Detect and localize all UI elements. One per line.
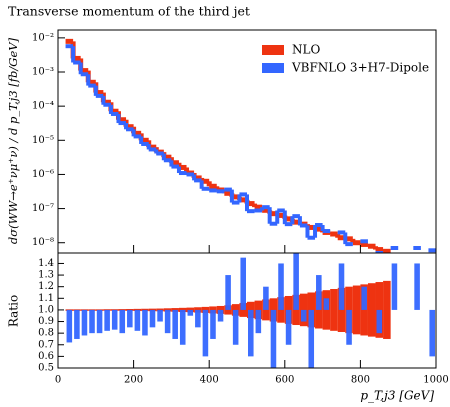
legend-swatch (262, 45, 284, 55)
ratio-bar (134, 309, 141, 331)
x-tick-label: 0 (55, 375, 61, 386)
ratio-bar (376, 309, 383, 334)
main-plot (65, 38, 436, 253)
ratio-bar (179, 309, 186, 345)
y-tick-label: 0.9 (38, 316, 54, 327)
ratio-bar (104, 309, 110, 331)
ratio-bar (142, 309, 148, 336)
ratio-axis-label: Ratio (7, 295, 21, 327)
ratio-bar (127, 309, 133, 328)
legend-label: NLO (292, 43, 320, 57)
ratio-frame (57, 252, 437, 369)
ratio-bar (300, 309, 307, 322)
y-tick-label: 10⁻⁸ (32, 237, 54, 248)
ratio-band (383, 280, 391, 339)
y-tick-label: 1.1 (38, 293, 54, 304)
ratio-bar (217, 309, 224, 322)
y-tick-label: 0.5 (38, 363, 54, 374)
ratio-bar (346, 309, 352, 345)
legend-label: VBFNLO 3+H7-Dipole (291, 61, 429, 75)
y-axis-label: dσ(WW→e⁺νμ⁺ν) / d p_T,j3 [fb/GeV] (6, 37, 20, 244)
y-tick-label: 0.8 (38, 328, 54, 339)
ratio-bar (361, 286, 367, 310)
ratio-bar (225, 275, 231, 310)
ratio-bar (316, 275, 322, 310)
ratio-bar (157, 309, 163, 322)
y-tick-label: 10⁻⁵ (32, 135, 54, 146)
ratio-bar (232, 309, 239, 345)
ratio-bar (74, 309, 80, 339)
ratio-bar (149, 309, 156, 328)
ratio-bar (391, 263, 398, 310)
x-tick-label: 1000 (423, 375, 448, 386)
ratio-bar (81, 309, 88, 336)
ratio-bar (308, 309, 315, 368)
y-tick-label: 10⁻² (32, 32, 54, 43)
ratio-band (367, 283, 376, 337)
y-tick-label: 10⁻⁶ (32, 169, 54, 180)
ratio-bar (293, 253, 299, 310)
ratio-bar (323, 298, 330, 310)
x-tick-label: 600 (275, 375, 294, 386)
y-tick-label: 0.7 (38, 339, 54, 350)
ratio-bar (210, 309, 216, 339)
ratio-bar (202, 309, 209, 357)
x-tick-label: 400 (200, 375, 219, 386)
ratio-band (330, 289, 338, 331)
ratio-bar (89, 309, 95, 334)
ratio-bar (270, 309, 277, 368)
axes: 10⁻² 10⁻³ 10⁻⁴ 10⁻⁵ 10⁻⁶ 10⁻⁷ 10⁻⁸ NLO VBFNLO 3+… (32, 32, 449, 385)
x-tick-label: 200 (124, 375, 143, 386)
ratio-bar (278, 263, 284, 310)
chart-title: Transverse momentum of the third jet (8, 4, 250, 19)
ratio-bar (164, 309, 171, 334)
ratio-bar (285, 309, 292, 345)
ratio-bar (414, 263, 420, 310)
ratio-bar (240, 257, 246, 310)
x-axis-label: p_T,j3 [GeV] (360, 389, 434, 403)
y-tick-label: 1.2 (38, 281, 54, 292)
ratio-bar (119, 309, 126, 334)
y-tick-label: 0.6 (38, 351, 54, 362)
ratio-bar (172, 309, 178, 339)
y-tick-label: 1.3 (38, 270, 54, 281)
ratio-bar (96, 309, 103, 334)
ratio-bar (187, 309, 194, 316)
x-tick-label: 800 (351, 375, 370, 386)
y-tick-label: 1.4 (38, 258, 54, 269)
ratio-bar (248, 309, 254, 357)
y-tick-label: 10⁻³ (32, 67, 54, 78)
ratio-bar (111, 309, 118, 330)
ratio-bar (195, 309, 201, 328)
ratio-bar (338, 263, 345, 310)
ratio-bar (429, 309, 435, 357)
ratio-bar (263, 286, 269, 310)
y-tick-label: 10⁻⁷ (32, 203, 54, 214)
ratio-bar (255, 309, 262, 334)
legend-swatch (262, 63, 284, 73)
ratio-plot (65, 253, 435, 368)
y-tick-label: 10⁻⁴ (32, 101, 54, 112)
y-tick-label: 1.0 (38, 304, 54, 315)
ratio-band (352, 285, 361, 335)
ratio-bar (66, 309, 73, 343)
